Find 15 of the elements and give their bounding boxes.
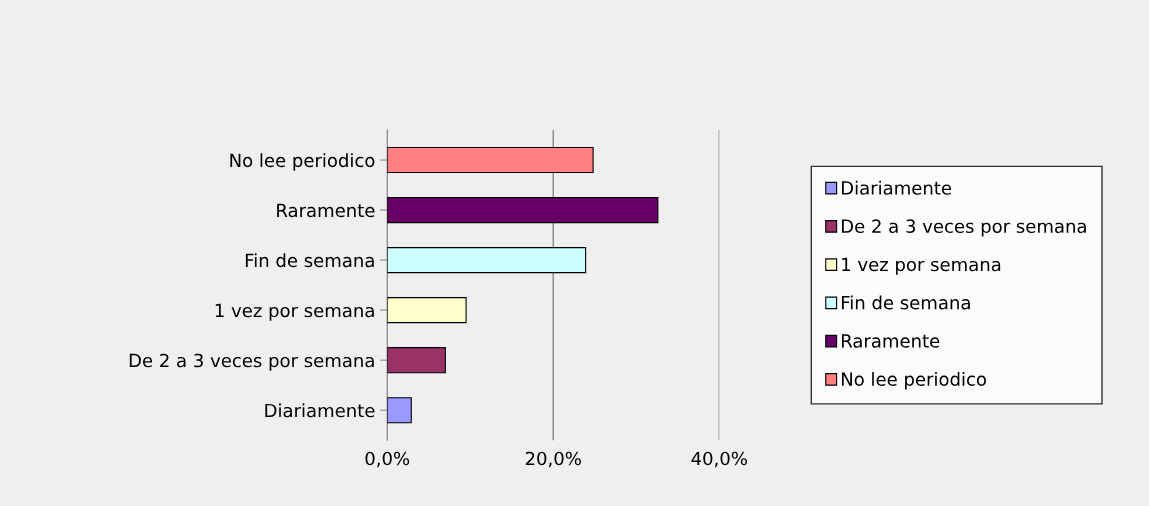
y-tick-label: Diariamente: [265, 403, 375, 418]
legend-label: 1 vez por semana: [842, 257, 1001, 275]
legend-label: De 2 a 3 veces por semana: [841, 219, 1086, 237]
x-tick-label: 20,0%: [525, 451, 581, 468]
legend-label: No lee periodico: [841, 371, 986, 390]
y-tick-label: De 2 a 3 veces por semana: [129, 353, 374, 371]
y-tick-label: Fin de semana: [245, 253, 374, 268]
y-tick-label: 1 vez por semana: [215, 303, 374, 321]
legend-label: Fin de semana: [841, 295, 970, 310]
x-tick-label: 40,0%: [691, 451, 747, 468]
y-tick-label: No lee periodico: [230, 153, 375, 171]
legend-label: Diariamente: [841, 180, 952, 195]
y-tick-label: Raramente: [277, 203, 375, 218]
x-tick-label: 0,0%: [365, 451, 410, 468]
legend-label: Raramente: [841, 334, 940, 348]
